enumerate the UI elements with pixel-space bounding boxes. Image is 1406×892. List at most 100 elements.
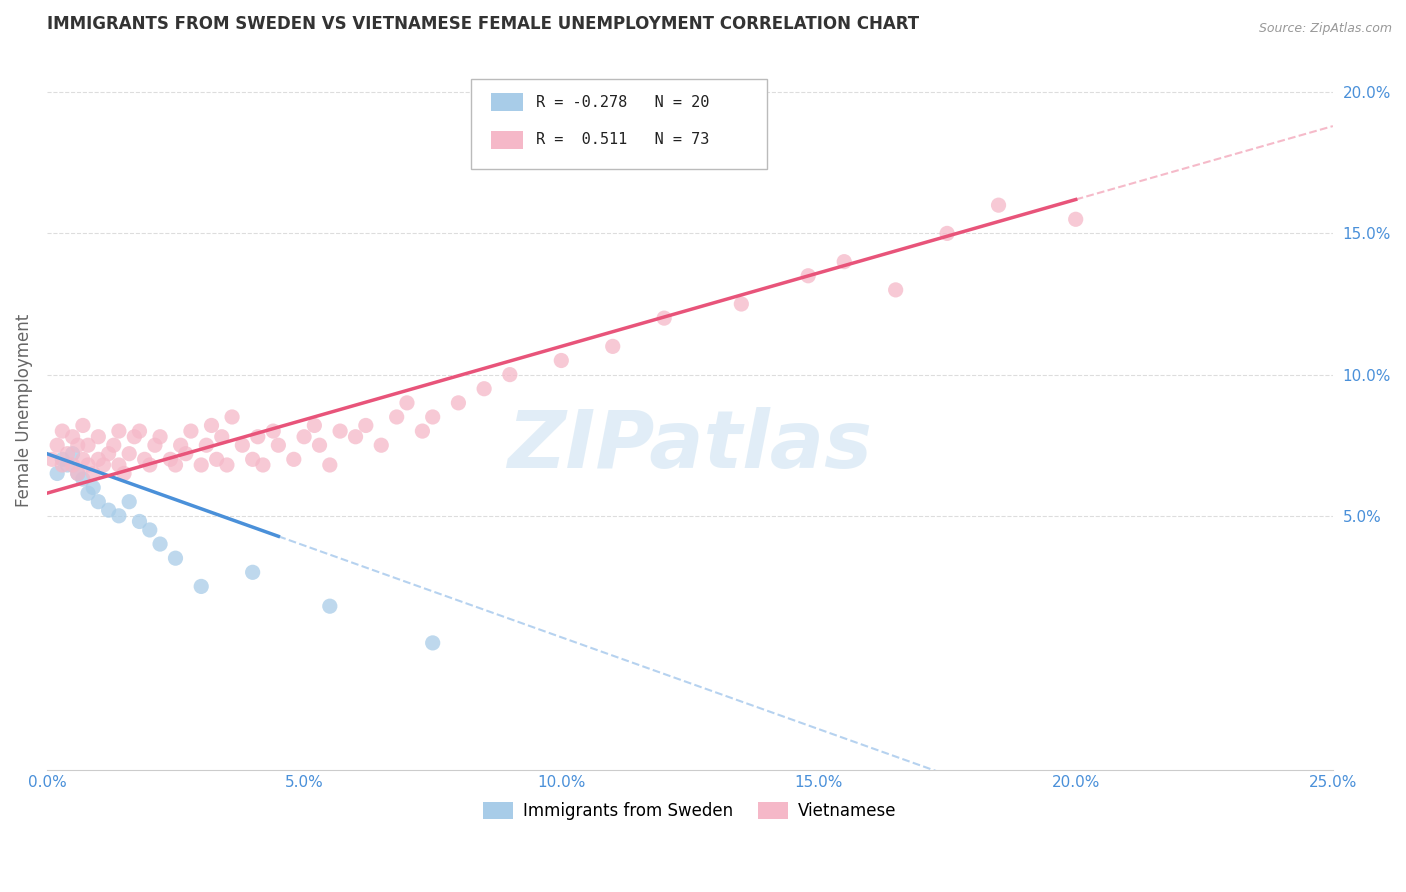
Point: [319, 458, 342, 472]
Bar: [491, 131, 523, 149]
Point: [411, 424, 433, 438]
Point: [395, 396, 418, 410]
Point: [118, 494, 141, 508]
Point: [97, 447, 120, 461]
Point: [46, 438, 69, 452]
Point: [354, 418, 377, 433]
Point: [87, 494, 110, 508]
Point: [215, 458, 238, 472]
Point: [66, 467, 89, 481]
Point: [550, 353, 572, 368]
Point: [329, 424, 352, 438]
Point: [41, 452, 63, 467]
Legend: Immigrants from Sweden, Vietnamese: Immigrants from Sweden, Vietnamese: [477, 795, 904, 827]
Point: [174, 447, 197, 461]
Point: [56, 447, 79, 461]
Text: R =  0.511   N = 73: R = 0.511 N = 73: [536, 132, 709, 147]
Point: [1064, 212, 1087, 227]
Point: [190, 458, 212, 472]
Point: [652, 311, 675, 326]
Point: [56, 458, 79, 472]
Text: Source: ZipAtlas.com: Source: ZipAtlas.com: [1258, 22, 1392, 36]
Point: [602, 339, 624, 353]
Point: [72, 472, 94, 486]
Point: [344, 430, 367, 444]
Point: [308, 438, 330, 452]
Point: [231, 438, 253, 452]
Point: [82, 467, 104, 481]
Point: [87, 430, 110, 444]
Point: [221, 409, 243, 424]
Point: [283, 452, 305, 467]
Point: [246, 430, 269, 444]
Text: ZIPatlas: ZIPatlas: [508, 407, 872, 485]
Point: [165, 551, 187, 566]
Point: [242, 566, 264, 580]
Point: [884, 283, 907, 297]
Point: [267, 438, 290, 452]
Point: [447, 396, 470, 410]
Point: [936, 227, 959, 241]
Point: [205, 452, 228, 467]
Point: [139, 458, 162, 472]
Point: [72, 452, 94, 467]
Point: [97, 503, 120, 517]
Point: [262, 424, 284, 438]
Point: [77, 458, 100, 472]
Point: [252, 458, 274, 472]
Point: [190, 579, 212, 593]
Point: [149, 537, 172, 551]
Point: [422, 636, 444, 650]
Point: [730, 297, 752, 311]
Point: [51, 458, 73, 472]
Point: [62, 458, 84, 472]
Point: [472, 382, 495, 396]
Point: [195, 438, 218, 452]
Point: [211, 430, 233, 444]
Y-axis label: Female Unemployment: Female Unemployment: [15, 313, 32, 507]
Point: [128, 515, 150, 529]
Point: [180, 424, 202, 438]
Point: [165, 458, 187, 472]
FancyBboxPatch shape: [471, 78, 768, 169]
Point: [422, 409, 444, 424]
Point: [304, 418, 326, 433]
Point: [62, 447, 84, 461]
Point: [112, 467, 135, 481]
Text: IMMIGRANTS FROM SWEDEN VS VIETNAMESE FEMALE UNEMPLOYMENT CORRELATION CHART: IMMIGRANTS FROM SWEDEN VS VIETNAMESE FEM…: [46, 15, 920, 33]
Point: [77, 438, 100, 452]
Point: [128, 424, 150, 438]
Point: [46, 467, 69, 481]
Point: [832, 254, 855, 268]
Point: [134, 452, 156, 467]
Point: [108, 508, 131, 523]
Point: [292, 430, 315, 444]
Point: [242, 452, 264, 467]
Bar: [491, 94, 523, 112]
Point: [143, 438, 166, 452]
Point: [200, 418, 222, 433]
Point: [93, 458, 115, 472]
Text: R = -0.278   N = 20: R = -0.278 N = 20: [536, 95, 709, 110]
Point: [139, 523, 162, 537]
Point: [66, 467, 89, 481]
Point: [370, 438, 392, 452]
Point: [385, 409, 408, 424]
Point: [118, 447, 141, 461]
Point: [797, 268, 820, 283]
Point: [987, 198, 1010, 212]
Point: [77, 486, 100, 500]
Point: [319, 599, 342, 614]
Point: [108, 458, 131, 472]
Point: [62, 430, 84, 444]
Point: [159, 452, 181, 467]
Point: [87, 452, 110, 467]
Point: [72, 418, 94, 433]
Point: [51, 424, 73, 438]
Point: [82, 481, 104, 495]
Point: [108, 424, 131, 438]
Point: [66, 438, 89, 452]
Point: [149, 430, 172, 444]
Point: [103, 438, 125, 452]
Point: [124, 430, 146, 444]
